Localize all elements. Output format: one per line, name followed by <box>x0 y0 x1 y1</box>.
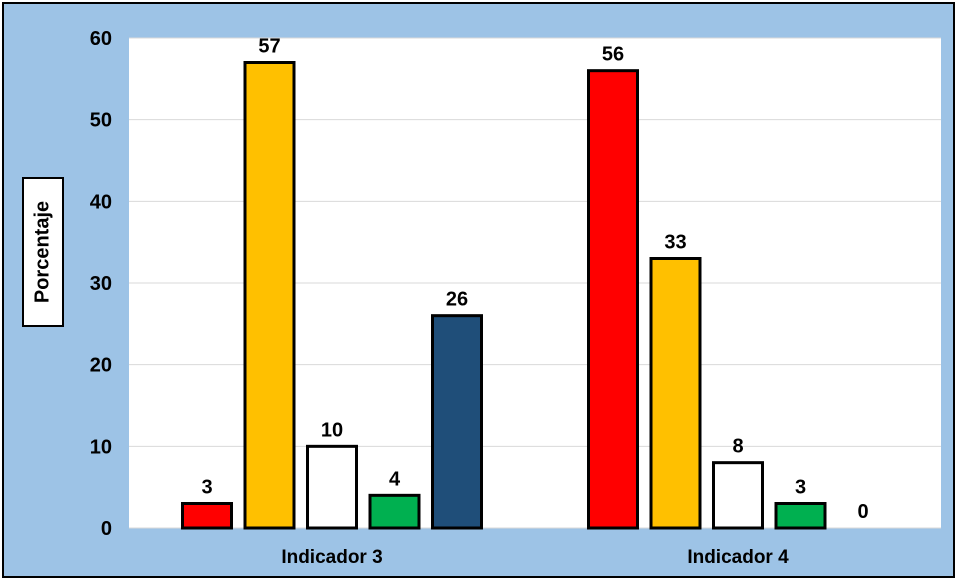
data-label: 33 <box>664 232 686 254</box>
bar <box>368 493 421 530</box>
y-tick-label: 50 <box>90 110 112 132</box>
data-label: 26 <box>446 289 468 311</box>
data-labels: 3 57 10 4 26 56 33 8 3 0 <box>201 36 868 524</box>
data-label: 4 <box>389 468 401 490</box>
x-category-label: Indicador 3 <box>281 547 382 568</box>
y-tick-label: 10 <box>90 436 112 458</box>
bar <box>649 257 702 530</box>
y-tick-label: 20 <box>90 355 112 377</box>
bar <box>712 461 764 530</box>
data-label: 57 <box>258 36 280 58</box>
y-axis-label: Porcentaje <box>31 200 54 304</box>
data-label: 8 <box>732 436 743 458</box>
y-tick-label: 40 <box>90 191 112 213</box>
bar <box>774 502 827 530</box>
data-label: 56 <box>602 44 624 66</box>
bar <box>306 444 358 530</box>
y-tick-label: 60 <box>90 28 112 50</box>
bars <box>181 61 827 530</box>
x-axis-categories: Indicador 3 Indicador 4 <box>281 547 789 568</box>
y-axis-ticks: 0 10 20 30 40 50 60 <box>90 28 112 540</box>
data-label: 10 <box>321 419 343 441</box>
y-tick-label: 0 <box>101 518 112 540</box>
data-label: 3 <box>201 477 212 499</box>
data-label: 3 <box>795 477 806 499</box>
data-label: 0 <box>857 501 868 523</box>
y-tick-label: 30 <box>90 273 112 295</box>
x-category-label: Indicador 4 <box>687 547 789 568</box>
bar <box>243 61 296 530</box>
bar <box>431 314 483 530</box>
y-axis-label-box: Porcentaje <box>22 177 64 327</box>
bar <box>587 69 639 530</box>
bar <box>181 502 233 530</box>
